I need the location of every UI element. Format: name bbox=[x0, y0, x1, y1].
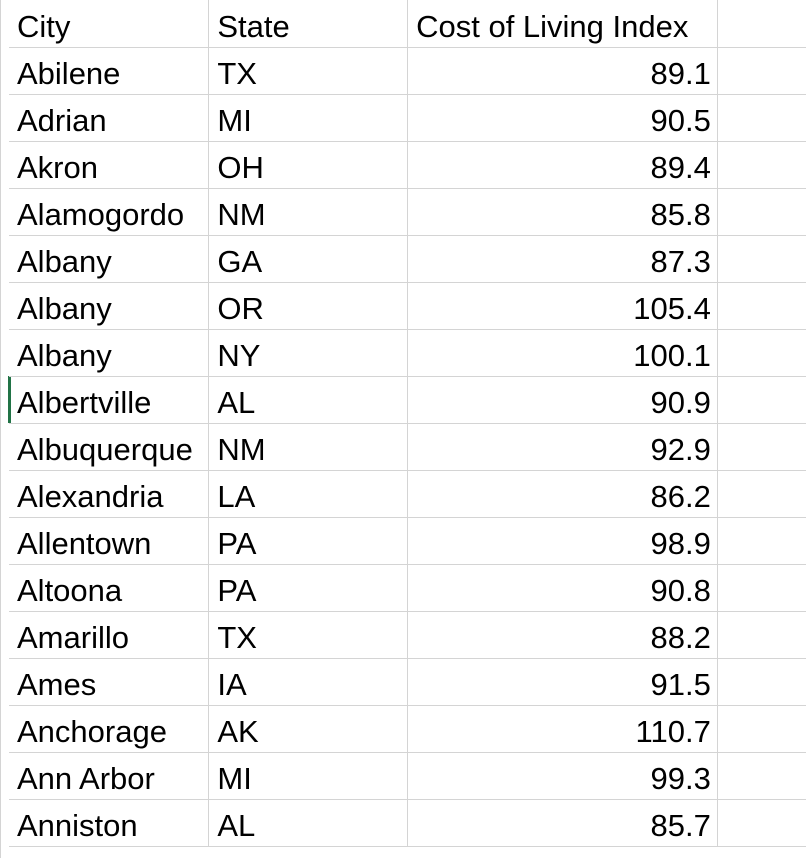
header-state[interactable]: State bbox=[208, 0, 409, 48]
cell-cost-of-living-index[interactable]: 91.5 bbox=[407, 658, 718, 706]
header-row: City State Cost of Living Index bbox=[9, 0, 806, 48]
empty-cell[interactable] bbox=[717, 752, 806, 800]
cell-cost-of-living-index[interactable]: 86.2 bbox=[407, 470, 718, 518]
cell-state[interactable]: OH bbox=[208, 141, 409, 189]
empty-cell[interactable] bbox=[717, 658, 806, 706]
cell-state[interactable]: AL bbox=[208, 799, 409, 847]
empty-cell[interactable] bbox=[717, 564, 806, 612]
cell-state[interactable]: MI bbox=[208, 94, 409, 142]
cell-city[interactable]: Anniston bbox=[9, 799, 210, 847]
cell-state[interactable]: GA bbox=[208, 235, 409, 283]
table-row: Anniston AL 85.7 bbox=[9, 799, 806, 847]
data-table: City State Cost of Living Index Abilene T… bbox=[9, 0, 806, 847]
cell-state[interactable]: AK bbox=[208, 705, 409, 753]
table-row: Albany GA 87.3 bbox=[9, 235, 806, 283]
cell-cost-of-living-index[interactable]: 89.4 bbox=[407, 141, 718, 189]
table-row: Ames IA 91.5 bbox=[9, 658, 806, 706]
cell-city[interactable]: Anchorage bbox=[9, 705, 210, 753]
header-cost-of-living-index[interactable]: Cost of Living Index bbox=[407, 0, 718, 48]
cell-city[interactable]: Altoona bbox=[9, 564, 210, 612]
empty-cell[interactable] bbox=[717, 47, 806, 95]
table-row: Ann Arbor MI 99.3 bbox=[9, 752, 806, 800]
empty-cell[interactable] bbox=[717, 423, 806, 471]
cell-cost-of-living-index[interactable]: 99.3 bbox=[407, 752, 718, 800]
empty-cell[interactable] bbox=[717, 517, 806, 565]
cell-cost-of-living-index[interactable]: 89.1 bbox=[407, 47, 718, 95]
cell-state[interactable]: NM bbox=[208, 423, 409, 471]
cell-state[interactable]: PA bbox=[208, 517, 409, 565]
empty-cell[interactable] bbox=[717, 0, 806, 48]
cell-state[interactable]: PA bbox=[208, 564, 409, 612]
cell-state[interactable]: IA bbox=[208, 658, 409, 706]
cell-city[interactable]: Alexandria bbox=[9, 470, 210, 518]
table-row: Adrian MI 90.5 bbox=[9, 94, 806, 142]
empty-cell[interactable] bbox=[717, 188, 806, 236]
cell-city[interactable]: Akron bbox=[9, 141, 210, 189]
cell-cost-of-living-index[interactable]: 92.9 bbox=[407, 423, 718, 471]
cell-state[interactable]: LA bbox=[208, 470, 409, 518]
cell-city[interactable]: Albany bbox=[9, 329, 210, 377]
empty-cell[interactable] bbox=[717, 94, 806, 142]
cell-cost-of-living-index[interactable]: 98.9 bbox=[407, 517, 718, 565]
table-row: Anchorage AK 110.7 bbox=[9, 705, 806, 753]
cell-state[interactable]: TX bbox=[208, 611, 409, 659]
cell-city[interactable]: Abilene bbox=[9, 47, 210, 95]
cell-cost-of-living-index[interactable]: 85.7 bbox=[407, 799, 718, 847]
empty-cell[interactable] bbox=[717, 799, 806, 847]
empty-cell[interactable] bbox=[717, 705, 806, 753]
empty-cell[interactable] bbox=[717, 470, 806, 518]
cell-state[interactable]: AL bbox=[208, 376, 409, 424]
empty-cell[interactable] bbox=[717, 235, 806, 283]
cell-city[interactable]: Albertville bbox=[9, 376, 210, 424]
cell-state[interactable]: TX bbox=[208, 47, 409, 95]
cell-city[interactable]: Alamogordo bbox=[9, 188, 210, 236]
empty-cell[interactable] bbox=[717, 141, 806, 189]
table-row: Amarillo TX 88.2 bbox=[9, 611, 806, 659]
cell-state[interactable]: OR bbox=[208, 282, 409, 330]
table-row: Albany NY 100.1 bbox=[9, 329, 806, 377]
cell-city[interactable]: Ann Arbor bbox=[9, 752, 210, 800]
cell-cost-of-living-index[interactable]: 85.8 bbox=[407, 188, 718, 236]
cell-cost-of-living-index[interactable]: 105.4 bbox=[407, 282, 718, 330]
cell-city[interactable]: Adrian bbox=[9, 94, 210, 142]
cell-city[interactable]: Allentown bbox=[9, 517, 210, 565]
cell-city[interactable]: Albany bbox=[9, 282, 210, 330]
cell-city[interactable]: Ames bbox=[9, 658, 210, 706]
empty-cell[interactable] bbox=[717, 611, 806, 659]
cell-city[interactable]: Amarillo bbox=[9, 611, 210, 659]
cell-cost-of-living-index[interactable]: 87.3 bbox=[407, 235, 718, 283]
cell-cost-of-living-index[interactable]: 90.9 bbox=[407, 376, 718, 424]
header-city[interactable]: City bbox=[9, 0, 210, 48]
cell-cost-of-living-index[interactable]: 100.1 bbox=[407, 329, 718, 377]
table-row: Albuquerque NM 92.9 bbox=[9, 423, 806, 471]
empty-cell[interactable] bbox=[717, 376, 806, 424]
table-row: Albany OR 105.4 bbox=[9, 282, 806, 330]
table-row: Akron OH 89.4 bbox=[9, 141, 806, 189]
cell-state[interactable]: MI bbox=[208, 752, 409, 800]
cell-city[interactable]: Albuquerque bbox=[9, 423, 210, 471]
table-row: Alexandria LA 86.2 bbox=[9, 470, 806, 518]
table-row: Altoona PA 90.8 bbox=[9, 564, 806, 612]
cell-cost-of-living-index[interactable]: 88.2 bbox=[407, 611, 718, 659]
cell-state[interactable]: NM bbox=[208, 188, 409, 236]
empty-cell[interactable] bbox=[717, 329, 806, 377]
cell-city[interactable]: Albany bbox=[9, 235, 210, 283]
cell-state[interactable]: NY bbox=[208, 329, 409, 377]
table-row: Allentown PA 98.9 bbox=[9, 517, 806, 565]
empty-cell[interactable] bbox=[717, 282, 806, 330]
table-row: Alamogordo NM 85.8 bbox=[9, 188, 806, 236]
cell-cost-of-living-index[interactable]: 110.7 bbox=[407, 705, 718, 753]
table-row: Albertville AL 90.9 bbox=[9, 376, 806, 424]
cell-cost-of-living-index[interactable]: 90.8 bbox=[407, 564, 718, 612]
table-row: Abilene TX 89.1 bbox=[9, 47, 806, 95]
cell-cost-of-living-index[interactable]: 90.5 bbox=[407, 94, 718, 142]
